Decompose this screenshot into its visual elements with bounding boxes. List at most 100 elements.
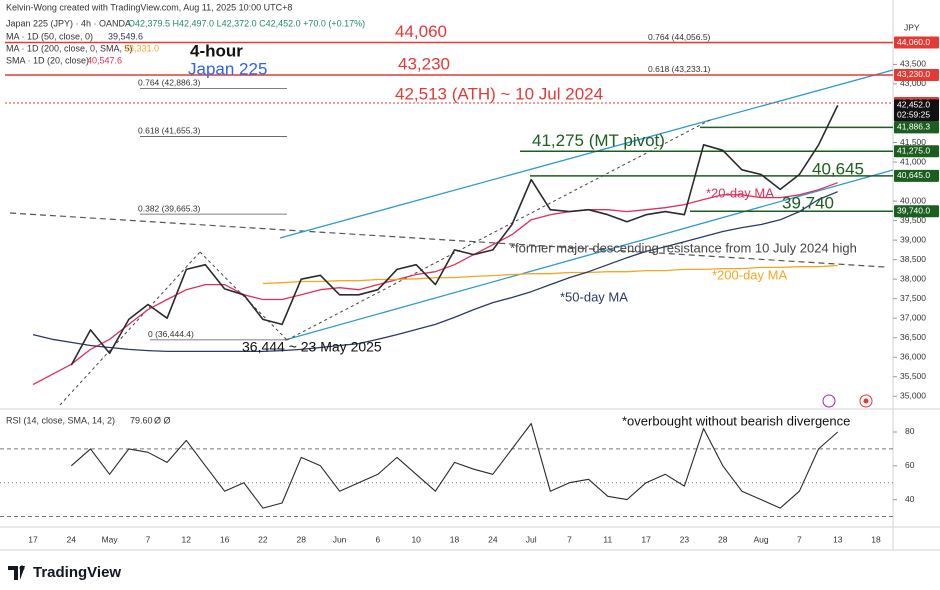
- x-tick-label: 7: [797, 534, 802, 544]
- annotation: 4-hour: [190, 41, 243, 60]
- last-price-box: [894, 99, 939, 122]
- x-tick-label: 6: [376, 534, 381, 544]
- axis-label-box: [894, 68, 939, 81]
- series-line: [262, 264, 838, 285]
- ohlc: O42,379.5 H42,497.0 L42,372.0 C42,452.0 …: [128, 18, 365, 28]
- y-tick-label: 43,500: [900, 59, 926, 69]
- y-tick-label: 41,000: [900, 156, 926, 166]
- level-label: 42,513 (ATH) ~ 10 Jul 2024: [395, 84, 603, 103]
- symbol: Japan 225 (JPY) · 4h · OANDA: [6, 18, 131, 28]
- x-tick-label: Aug: [754, 534, 769, 544]
- fib-label: 0 (36,444.4): [148, 329, 194, 339]
- fib-label: 0.764 (42,886.3): [138, 78, 201, 88]
- descending-resistance: [9, 212, 886, 268]
- series-line: [32, 191, 838, 353]
- icon: [863, 398, 869, 404]
- rsi-last: 79.60: [130, 415, 153, 425]
- credit: Kelvin-Wong created with TradingView.com…: [6, 2, 292, 12]
- last-price: 42,452.0: [897, 100, 930, 110]
- axis-label: 40,645.0: [897, 170, 930, 180]
- rsi-title: RSI (14, close, SMA, 14, 2): [6, 415, 115, 425]
- y-tick-label: 35,000: [900, 391, 926, 401]
- legend-value: 39,549.6: [108, 31, 143, 41]
- y-tick-label: 36,500: [900, 332, 926, 342]
- axis-label: 43,230.0: [897, 69, 930, 79]
- x-tick-label: 17: [28, 534, 38, 544]
- series-line: [70, 422, 839, 509]
- fib-label: 0.764 (44,056.5): [648, 32, 711, 42]
- annotation: *former major descending resistance from…: [510, 240, 857, 255]
- legend-name: MA · 1D (50, close, 0): [6, 31, 93, 41]
- y-tick-label: 37,000: [900, 312, 926, 322]
- level-label: 40,645: [812, 159, 864, 178]
- legend-name: MA · 1D (200, close, 0, SMA, 5): [6, 43, 133, 53]
- level-label: 44,060: [395, 22, 447, 41]
- fib-connector: [59, 251, 201, 406]
- icon[interactable]: [859, 394, 873, 408]
- level-label: 39,740: [782, 194, 834, 213]
- axis-label: 41,886.3: [897, 122, 930, 132]
- y-tick-label: 40,000: [900, 195, 926, 205]
- x-tick-label: May: [102, 534, 119, 544]
- brand-logo: [19, 565, 25, 571]
- axis-label: 39,740.0: [897, 205, 930, 215]
- y-tick-label: 41,500: [900, 137, 926, 147]
- icon[interactable]: [822, 394, 836, 408]
- series-line: [32, 182, 838, 386]
- y-tick-label: 80: [905, 426, 915, 436]
- x-tick-label: 18: [450, 534, 460, 544]
- legend-name: SMA · 1D (20, close): [6, 55, 89, 65]
- x-tick-label: 24: [67, 534, 77, 544]
- level-label: 41,275 (MT pivot): [532, 131, 665, 150]
- x-tick-label: Jul: [526, 534, 537, 544]
- x-tick-label: 13: [833, 534, 843, 544]
- channel-lower: [284, 169, 894, 341]
- x-tick-label: 7: [146, 534, 151, 544]
- y-tick-label: 36,000: [900, 351, 926, 361]
- x-tick-label: 16: [220, 534, 230, 544]
- axis-label-box: [894, 36, 939, 49]
- x-tick-label: 17: [641, 534, 651, 544]
- annotation: *overbought without bearish divergence: [622, 413, 850, 428]
- y-tick-label: 60: [905, 460, 915, 470]
- x-tick-label: 18: [871, 534, 881, 544]
- annotation: Japan 225: [188, 59, 267, 78]
- axis-label-box: [894, 169, 939, 182]
- level-label: 43,230: [398, 54, 450, 73]
- axis-label: 44,060.0: [897, 37, 930, 47]
- axis-label: 41,275.0: [897, 146, 930, 156]
- rsi-extras: Ø Ø: [154, 415, 171, 425]
- annotation: *20-day MA: [706, 185, 774, 200]
- annotation: *200-day MA: [712, 267, 787, 282]
- countdown: 02:59:25: [897, 110, 930, 120]
- fib-connector: [286, 119, 711, 341]
- axis-label-box: [894, 145, 939, 158]
- y-tick-label: 38,500: [900, 254, 926, 264]
- fib-label: 0.382 (39,665.3): [138, 203, 201, 213]
- x-tick-label: 12: [182, 534, 192, 544]
- y-tick-label: 38,000: [900, 273, 926, 283]
- annotation: *50-day MA: [560, 289, 628, 304]
- x-tick-label: 23: [680, 534, 690, 544]
- legend-value: 38,331.0: [124, 43, 159, 53]
- fib-label: 0.618 (41,655.3): [138, 126, 201, 136]
- plot: [5, 41, 893, 386]
- x-tick-label: 7: [567, 534, 572, 544]
- y-tick-label: 39,500: [900, 215, 926, 225]
- channel-upper: [279, 69, 894, 239]
- x-tick-label: Jun: [333, 534, 347, 544]
- fib-connector: [199, 251, 288, 341]
- legend-value: 40,547.6: [87, 55, 122, 65]
- x-tick-label: 28: [718, 534, 728, 544]
- x-tick-label: 22: [258, 534, 268, 544]
- y-tick-label: 35,500: [900, 371, 926, 381]
- brand: TradingView: [33, 564, 121, 581]
- x-tick-label: 11: [603, 534, 612, 544]
- x-tick-label: 24: [488, 534, 498, 544]
- y-tick-label: 40: [905, 494, 915, 504]
- axis-label-box: [894, 205, 939, 218]
- annotation: 36,444 ~ 23 May 2025: [242, 339, 382, 355]
- fib-label: 0.618 (43,233.1): [648, 64, 711, 74]
